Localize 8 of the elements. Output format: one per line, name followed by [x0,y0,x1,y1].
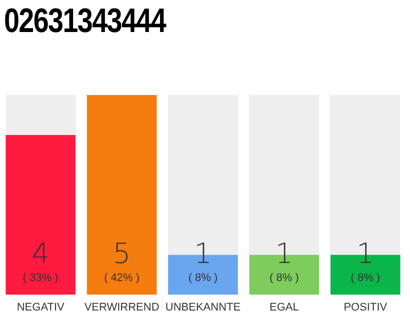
data-label: 4 ( 33% ) [22,236,58,284]
x-tick-label: POSITIV [344,301,388,314]
x-tick-label: VERWIRREND [84,301,160,314]
x-tick-label: NEGATIV [16,301,65,314]
chart-title: 02631343444 [4,2,166,41]
x-tick-label: UNBEKANNTE [165,301,241,314]
x-tick-label: EGAL [270,301,299,314]
data-label: 5 ( 42% ) [104,236,140,284]
